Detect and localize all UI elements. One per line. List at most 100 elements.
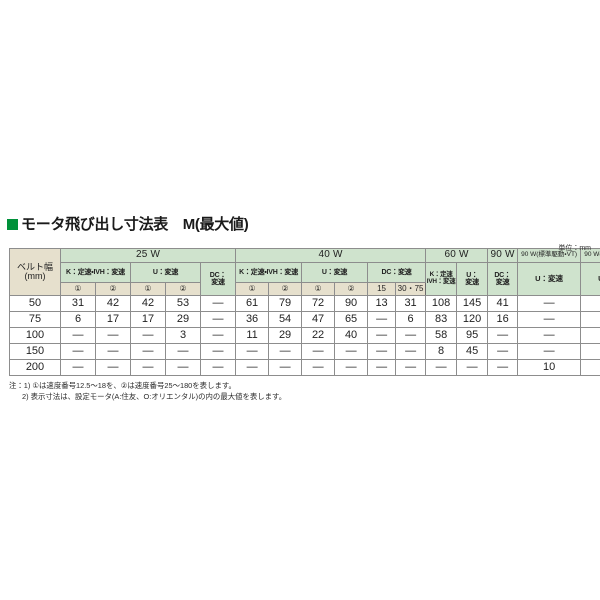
cell: 45 (456, 343, 489, 360)
cell: — (199, 359, 237, 376)
cell: 13 (367, 295, 397, 312)
cell: 29 (268, 327, 303, 344)
cell: — (199, 343, 237, 360)
cell: — (425, 359, 458, 376)
row-belt-width: 150 (9, 343, 61, 360)
sub-header-25w-dc-line2: 変速 (211, 279, 225, 286)
cell: 95 (456, 327, 489, 344)
row-belt-width: 75 (9, 311, 61, 328)
table-row: 200 — — — — — — — — — — — — — — (9, 359, 600, 376)
cell: — (367, 343, 397, 360)
cell: — (580, 295, 600, 312)
cell: 41 (487, 295, 519, 312)
sub-header-60w-u-line2: 変速 (465, 279, 479, 286)
cell: — (235, 359, 270, 376)
speed-code-25w-u-2: ② (165, 282, 201, 296)
cell: — (517, 343, 582, 360)
sub-header-40w-u: U：変速 (301, 262, 369, 283)
speed-code-40w-dc-3075: 30・75 (395, 282, 427, 296)
cell: — (456, 359, 489, 376)
cell: — (301, 343, 336, 360)
header-drive-row: K：定速・IVH：変速 U：変速 DC： 変速 K：定速・IVH：変速 U：変速… (10, 262, 600, 296)
cell: — (487, 343, 519, 360)
speed-code-40w-u-2: ② (334, 282, 369, 296)
cell: 42 (95, 295, 131, 312)
table-row: 100 — — — 3 — 11 29 22 40 — — 58 95 (9, 327, 600, 344)
group-header-90w-standard-vt: 90 W(標準駆動・VT) (517, 248, 582, 263)
cell: — (301, 359, 336, 376)
sub-header-60w-k-line2: IVH：変速 (426, 278, 456, 285)
cell: — (367, 311, 397, 328)
group-header-90w-sd2-vt: 90 W(SD2駆動・VT) (580, 248, 600, 263)
cell: 36 (235, 311, 270, 328)
cell: — (95, 327, 131, 344)
cell: 53 (165, 295, 201, 312)
cell: 11 (235, 327, 270, 344)
cell: — (199, 311, 237, 328)
belt-width-label-line1: ベルト幅 (16, 261, 53, 272)
speed-code-40w-u-1: ① (301, 282, 336, 296)
cell: 42 (130, 295, 166, 312)
cell: — (130, 343, 166, 360)
cell: — (95, 359, 131, 376)
sub-header-40w-dc: DC：変速 (367, 262, 427, 283)
speed-code-40w-k-1: ① (235, 282, 270, 296)
row-belt-width: 100 (9, 327, 61, 344)
dimension-table-wrapper: ベルト幅 (mm) 25 W 40 W 60 W 90 W 90 W(標準駆動・… (0, 248, 600, 376)
cell: — (487, 359, 519, 376)
cell: — (199, 295, 237, 312)
cell: 16 (487, 311, 519, 328)
speed-code-40w-dc-15: 15 (367, 282, 397, 296)
table-row: 50 31 42 42 53 — 61 79 72 90 13 31 108 1… (9, 295, 600, 312)
cell: — (367, 327, 397, 344)
cell: — (395, 359, 427, 376)
cell: 79 (268, 295, 303, 312)
cell: 54 (268, 311, 303, 328)
cell: 31 (60, 295, 96, 312)
cell: 65 (334, 311, 369, 328)
sub-header-60w-u-line1: U： (466, 271, 478, 279)
cell: — (395, 327, 427, 344)
cell: 90 (334, 295, 369, 312)
speed-code-25w-k-2: ② (95, 282, 131, 296)
cell: — (517, 295, 582, 312)
cell: — (367, 359, 397, 376)
cell: 6 (395, 311, 427, 328)
cell: — (199, 327, 237, 344)
cell: — (395, 343, 427, 360)
cell: 58 (425, 327, 458, 344)
cell: 145 (456, 295, 489, 312)
footnotes: 注：1) ①は速度番号12.5〜18を、②は速度番号25〜180を表します。 2… (0, 376, 600, 402)
footnote-2: 2) 表示寸法は、設定モータ(A:住友、O:オリエンタル)の内の最大値を表します… (22, 392, 287, 402)
cell: 29 (165, 311, 201, 328)
cell: — (235, 343, 270, 360)
green-square-icon (7, 218, 18, 230)
speed-code-25w-u-1: ① (130, 282, 166, 296)
table-head: ベルト幅 (mm) 25 W 40 W 60 W 90 W 90 W(標準駆動・… (9, 248, 600, 296)
belt-width-label-line2: (mm) (24, 271, 46, 281)
group-header-25w: 25 W (59, 248, 237, 263)
cell: 5 (580, 359, 600, 376)
cell: — (580, 311, 600, 328)
cell: 61 (235, 295, 270, 312)
cell: — (165, 359, 201, 376)
cell: 72 (301, 295, 336, 312)
cell: — (580, 343, 600, 360)
sub-header-25w-dc: DC： 変速 (199, 262, 237, 296)
row-belt-width: 200 (9, 359, 61, 376)
cell: 31 (395, 295, 427, 312)
cell: 3 (165, 327, 201, 344)
sub-header-25w-k-ivh: K：定速・IVH：変速 (60, 262, 131, 283)
cell: — (60, 359, 96, 376)
cell: 40 (334, 327, 369, 344)
header-group-row: ベルト幅 (mm) 25 W 40 W 60 W 90 W 90 W(標準駆動・… (9, 248, 600, 296)
dimension-table: ベルト幅 (mm) 25 W 40 W 60 W 90 W 90 W(標準駆動・… (9, 248, 600, 376)
cell: 22 (301, 327, 336, 344)
cell: 47 (301, 311, 336, 328)
cell: — (95, 343, 131, 360)
sub-header-90w-sd2-u: U：変速 (580, 262, 600, 296)
sub-header-90w-dc-line1: DC： (494, 271, 511, 279)
sub-header-25w-dc-line1: DC： (209, 271, 227, 279)
row-belt-width: 50 (9, 295, 61, 312)
